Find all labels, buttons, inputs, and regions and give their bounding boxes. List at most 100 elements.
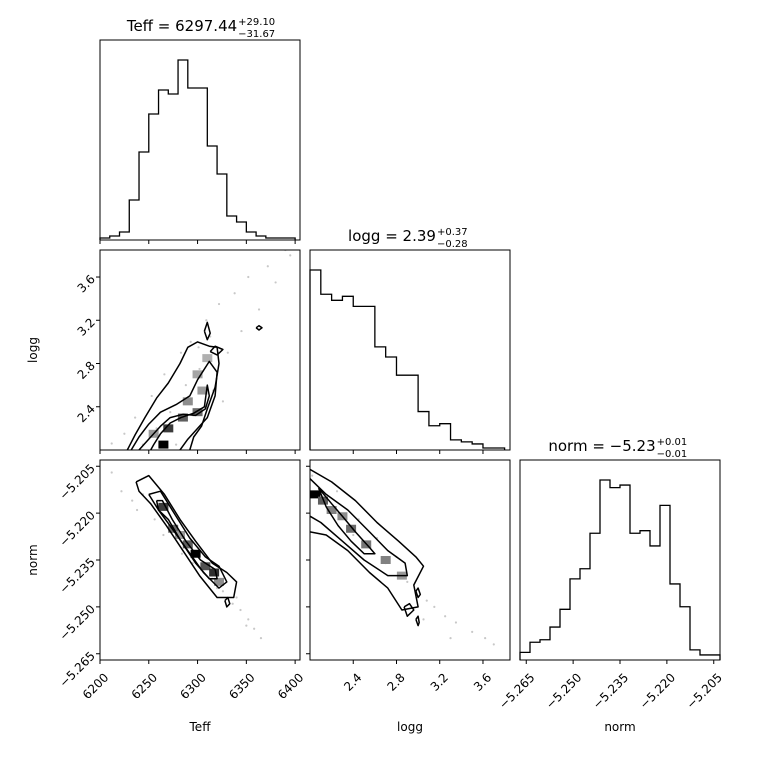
hist-bin-teff-5 [149, 114, 159, 240]
hist-bin-logg-9 [407, 375, 418, 450]
scatter-point [274, 281, 277, 284]
contour-line [255, 324, 263, 331]
scatter-point [134, 416, 137, 419]
contour-line [310, 468, 425, 611]
contour-line [126, 341, 220, 450]
scatter-point [169, 411, 172, 414]
frame-layer [96, 39, 721, 664]
hist-bin-norm-13 [650, 546, 660, 660]
hist-bin-norm-14 [660, 505, 670, 660]
density-cell [214, 577, 225, 586]
hist-bin-teff-2 [120, 232, 130, 240]
title-prefix: Teff = [126, 17, 175, 35]
y-tick-label-norm: −5.220 [57, 508, 98, 549]
contour-layer [99, 59, 721, 660]
y-tick-label-norm: −5.235 [57, 555, 98, 596]
density-cell [310, 490, 321, 499]
panel-frame [309, 249, 511, 451]
hist-bin-norm-12 [640, 531, 650, 660]
scatter-point [162, 533, 165, 537]
density-cell [192, 408, 203, 417]
hist-bin-norm-3 [550, 627, 560, 660]
density-cell [326, 506, 337, 514]
scatter-point [239, 608, 242, 612]
hist-bin-teff-8 [178, 60, 188, 240]
hist-bin-logg-0 [310, 270, 321, 450]
x-tick-label-logg: 3.6 [471, 670, 494, 693]
contours-logg-norm [310, 468, 425, 627]
scatter-point [217, 302, 221, 306]
density-cell [182, 397, 193, 406]
scatter-point [253, 627, 256, 630]
scatter-point [198, 367, 201, 371]
hist-bin-logg-6 [375, 347, 386, 450]
x-tick-label-norm: −5.220 [637, 670, 678, 711]
x-axis-label-norm: norm [604, 720, 635, 734]
scatter-point [240, 329, 243, 333]
scatter-point [180, 552, 184, 555]
y-tick-label-logg: 3.6 [75, 272, 98, 295]
contour-line [310, 478, 409, 577]
y-tick-label-logg: 2.8 [75, 359, 98, 382]
hist-bin-teff-9 [188, 88, 198, 240]
contour-line [155, 499, 218, 580]
scatter-point [135, 508, 139, 512]
y-axis-label-norm: norm [26, 544, 40, 575]
scatter-point [205, 319, 208, 322]
density-cell [175, 531, 185, 539]
title-plus-error-logg: +0.37 [437, 227, 468, 238]
hist-bin-teff-6 [159, 90, 169, 240]
contour-line [415, 587, 422, 599]
title-value: 6297.44 [175, 17, 237, 35]
hist-bin-logg-5 [364, 306, 375, 450]
hist-bin-norm-11 [630, 533, 640, 660]
scatter-point [150, 394, 153, 398]
hist-bin-teff-10 [198, 88, 208, 240]
scatter-point [189, 340, 192, 343]
title-plus-error-teff: +29.10 [238, 17, 275, 28]
scatter-point [221, 400, 225, 403]
density-cell [380, 556, 391, 564]
density-cell [192, 370, 203, 379]
x-tick-label-logg: 2.4 [341, 670, 364, 693]
contour-line [415, 615, 420, 627]
hist-bin-norm-7 [590, 533, 600, 660]
density-cell [202, 354, 213, 363]
title-prefix: logg = [348, 227, 403, 245]
y-tick-label-norm: −5.250 [57, 602, 98, 643]
scatter-point [163, 373, 166, 376]
scatter-point [492, 643, 495, 646]
hist-bin-logg-3 [342, 296, 353, 450]
scatter-point [266, 265, 269, 268]
scatter-point [425, 599, 428, 602]
hist-bin-logg-12 [440, 424, 451, 450]
hist-bin-teff-4 [139, 152, 149, 240]
scatter-point [311, 474, 314, 477]
hist-bin-norm-8 [600, 480, 610, 660]
contour-line [130, 360, 218, 450]
hist-bin-teff-14 [237, 222, 247, 240]
panel-title-teff: Teff = 6297.44 [126, 17, 237, 35]
scatter-point [179, 351, 183, 354]
title-value: −5.23 [610, 437, 656, 455]
x-axis-label-teff: Teff [189, 720, 212, 734]
x-tick-label-teff: 6300 [177, 670, 208, 701]
density-layer [110, 60, 710, 660]
hist-bin-logg-7 [386, 357, 397, 450]
x-tick-label-norm: −5.265 [496, 670, 537, 711]
scatter-point [444, 615, 447, 618]
hist-bin-logg-15 [472, 444, 483, 450]
scatter-point [235, 596, 238, 599]
hist-bin-norm-18 [700, 655, 710, 660]
density-cell [209, 568, 220, 577]
scatter-point [174, 443, 178, 446]
hist-bin-norm-6 [580, 569, 590, 660]
hist-bin-logg-14 [461, 442, 472, 450]
hist-bin-norm-9 [610, 488, 620, 660]
x-tick-label-norm: −5.205 [684, 670, 725, 711]
scatter-point [454, 621, 458, 624]
scatter-point [221, 590, 225, 593]
panel-title-norm: norm = −5.23 [548, 437, 655, 455]
